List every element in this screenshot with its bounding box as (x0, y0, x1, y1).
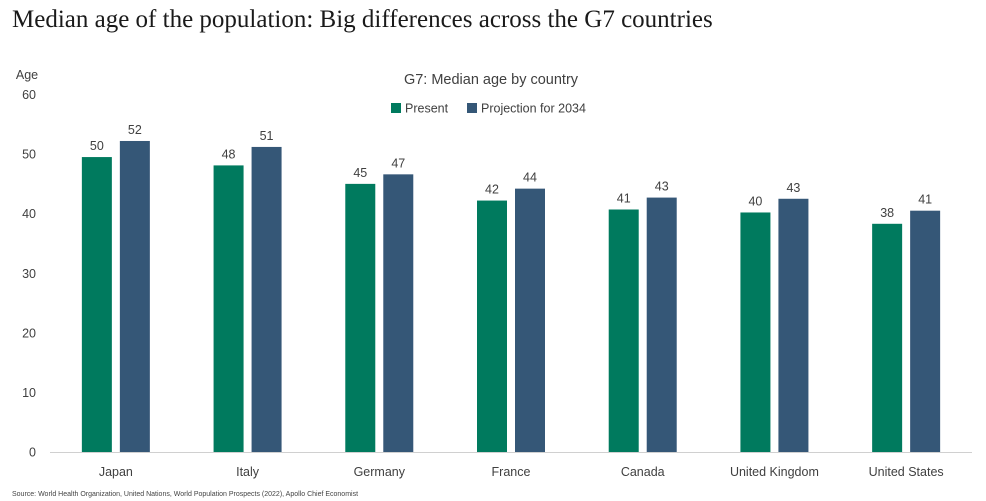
value-label-present: 48 (222, 147, 236, 161)
page-headline: Median age of the population: Big differ… (12, 6, 713, 33)
bar-projection (646, 197, 677, 452)
x-axis-ticks: Japan Italy Germany France Canada United King… (99, 465, 944, 479)
x-tick-label: Germany (354, 465, 406, 479)
y-tick-label: 60 (22, 88, 36, 102)
y-tick-label: 50 (22, 148, 36, 162)
value-label-present: 42 (485, 183, 499, 197)
chart-title: G7: Median age by country (404, 72, 579, 88)
bar-projection (515, 188, 545, 452)
legend-label-present: Present (405, 102, 449, 116)
bar-present (477, 200, 507, 452)
value-label-present: 45 (353, 166, 367, 180)
bar-present (872, 223, 903, 452)
x-tick-label: United Kingdom (730, 465, 819, 479)
bar-present (345, 183, 376, 452)
value-label-present: 40 (748, 194, 762, 208)
bar-projection (778, 198, 809, 452)
bar-projection (119, 140, 150, 452)
value-label-present: 41 (617, 191, 631, 205)
value-label-projection: 44 (523, 171, 537, 185)
x-tick-label: Italy (236, 465, 260, 479)
value-label-projection: 41 (918, 193, 932, 207)
y-tick-label: 0 (29, 446, 36, 460)
y-axis-label: Age (16, 68, 38, 82)
bars (81, 140, 941, 452)
value-labels: 50 52 48 51 45 47 42 44 41 43 40 43 38 41 (90, 123, 932, 220)
legend: Present Projection for 2034 (391, 102, 586, 116)
y-tick-label: 20 (22, 326, 36, 340)
source-note: Source: World Health Organization, Unite… (12, 491, 359, 498)
bar-projection (251, 146, 282, 452)
bar-present (81, 157, 112, 452)
y-tick-label: 40 (22, 207, 36, 221)
bar-present (740, 212, 771, 452)
bar-projection (910, 210, 941, 452)
x-tick-label: United States (869, 465, 944, 479)
y-tick-label: 30 (22, 267, 36, 281)
legend-label-projection: Projection for 2034 (481, 102, 586, 116)
bar-present (213, 165, 244, 452)
value-label-present: 50 (90, 139, 104, 153)
value-label-projection: 51 (260, 129, 274, 143)
x-tick-label: Japan (99, 465, 133, 479)
bar-present (608, 209, 639, 452)
value-label-present: 38 (880, 206, 894, 220)
bar-projection (383, 174, 414, 452)
legend-swatch-projection (467, 103, 477, 113)
y-axis-ticks: 0 10 20 30 40 50 60 (22, 88, 36, 460)
y-tick-label: 10 (22, 386, 36, 400)
x-tick-label: France (492, 465, 531, 479)
value-label-projection: 43 (655, 180, 669, 194)
value-label-projection: 43 (786, 181, 800, 195)
x-tick-label: Canada (621, 465, 665, 479)
value-label-projection: 52 (128, 123, 142, 137)
legend-swatch-present (391, 103, 401, 113)
value-label-projection: 47 (391, 156, 405, 170)
